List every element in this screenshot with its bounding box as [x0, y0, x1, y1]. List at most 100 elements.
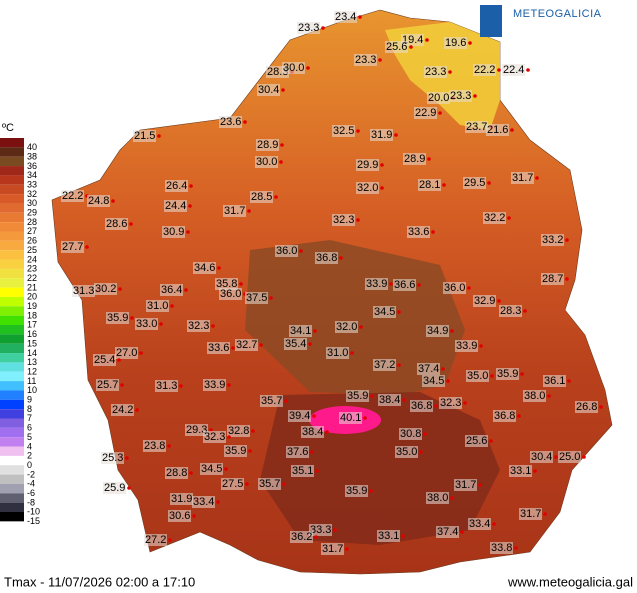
temperature-reading: 23.3	[425, 66, 446, 78]
legend-label: 6	[27, 423, 32, 433]
reading-box	[454, 479, 477, 491]
reading-box	[165, 180, 188, 192]
legend-label: 32	[27, 189, 37, 199]
temperature-reading: 28.7	[542, 273, 563, 285]
temperature-reading: 33.0	[136, 318, 157, 330]
station-dot	[441, 367, 445, 371]
reading-box	[378, 394, 401, 406]
temperature-reading: 33.9	[456, 340, 477, 352]
station-dot	[497, 299, 501, 303]
temperature-reading: 32.8	[228, 425, 249, 437]
legend-swatch	[0, 203, 24, 213]
reading-box	[321, 543, 344, 555]
reading-box	[399, 428, 422, 440]
temperature-reading: 38.4	[302, 426, 323, 438]
reading-box	[187, 320, 210, 332]
reading-box	[332, 125, 355, 137]
legend-label: 8	[27, 404, 32, 414]
station-dot	[184, 288, 188, 292]
legend-label: 18	[27, 310, 37, 320]
station-dot	[117, 358, 121, 362]
station-dot	[306, 66, 310, 70]
station-dot	[259, 343, 263, 347]
temperature-reading: 29.3	[186, 424, 207, 436]
legend-swatch	[0, 287, 24, 297]
temperature-reading: 36.8	[411, 400, 432, 412]
legend-swatch	[0, 222, 24, 232]
station-dot	[526, 68, 530, 72]
temperature-reading: 37.5	[246, 292, 267, 304]
station-dot	[497, 68, 501, 72]
temperature-reading: 28.5	[251, 191, 272, 203]
reading-box	[496, 368, 519, 380]
reading-box	[490, 542, 513, 554]
legend-label: 17	[27, 320, 37, 330]
station-dot	[209, 428, 213, 432]
reading-box	[315, 252, 338, 264]
legend-swatch	[0, 409, 24, 419]
station-dot	[378, 58, 382, 62]
station-dot	[363, 416, 367, 420]
reading-box	[493, 410, 516, 422]
temperature-reading: 26.4	[166, 180, 187, 192]
station-dot	[543, 512, 547, 516]
station-dot	[370, 394, 374, 398]
station-dot	[490, 374, 494, 378]
temperature-reading: 34.1	[290, 325, 311, 337]
legend-swatch	[0, 175, 24, 185]
legend-label: 4	[27, 441, 32, 451]
temperature-reading: 33.9	[366, 278, 387, 290]
temperature-reading: 35.9	[346, 485, 367, 497]
legend-swatch	[0, 399, 24, 410]
temperature-reading: 31.7	[512, 172, 533, 184]
station-dot	[442, 183, 446, 187]
station-dot	[356, 129, 360, 133]
reading-box	[168, 510, 191, 522]
reading-box	[332, 214, 355, 226]
station-dot	[282, 482, 286, 486]
reading-box	[164, 200, 187, 212]
reading-box	[346, 390, 369, 402]
temperature-reading: 32.3	[204, 431, 225, 443]
legend-swatch	[0, 446, 24, 456]
temperature-reading: 36.0	[276, 245, 297, 257]
temperature-reading: 35.9	[347, 390, 368, 402]
station-dot	[397, 310, 401, 314]
temperature-reading: 37.4	[437, 526, 458, 538]
station-dot	[224, 467, 228, 471]
temperature-reading: 27.2	[145, 534, 166, 546]
temperature-reading: 31.9	[171, 493, 192, 505]
caption: Tmax - 11/07/2026 02:00 a 17:10	[4, 574, 195, 589]
reading-box	[255, 156, 278, 168]
reading-box	[407, 226, 430, 238]
reading-box	[221, 478, 244, 490]
legend-swatch	[0, 315, 24, 325]
temperature-reading: 33.2	[542, 234, 563, 246]
reading-box	[403, 153, 426, 165]
temperature-reading: 25.3	[102, 452, 123, 464]
reading-box	[575, 401, 598, 413]
reading-box	[365, 278, 388, 290]
temperature-reading: 33.4	[193, 496, 214, 508]
reading-box	[422, 375, 445, 387]
station-dot	[487, 181, 491, 185]
legend-swatch	[0, 437, 24, 447]
station-dot	[345, 547, 349, 551]
legend-swatch	[0, 343, 24, 354]
station-dot	[359, 325, 363, 329]
station-dot	[284, 399, 288, 403]
temperature-reading: 22.2	[474, 64, 495, 76]
legend-swatch	[0, 455, 24, 466]
reading-box	[224, 445, 247, 457]
temperature-reading: 30.0	[256, 156, 277, 168]
temperature-reading: 25.0	[559, 451, 580, 463]
temperature-reading: 32.2	[484, 212, 505, 224]
reading-box	[245, 292, 268, 304]
temperature-reading: 28.1	[419, 179, 440, 191]
reading-box	[155, 380, 178, 392]
temperature-reading: 33.1	[378, 530, 399, 542]
reading-box	[286, 446, 309, 458]
legend-swatch	[0, 381, 24, 391]
reading-box	[257, 84, 280, 96]
legend-swatch	[0, 156, 24, 167]
